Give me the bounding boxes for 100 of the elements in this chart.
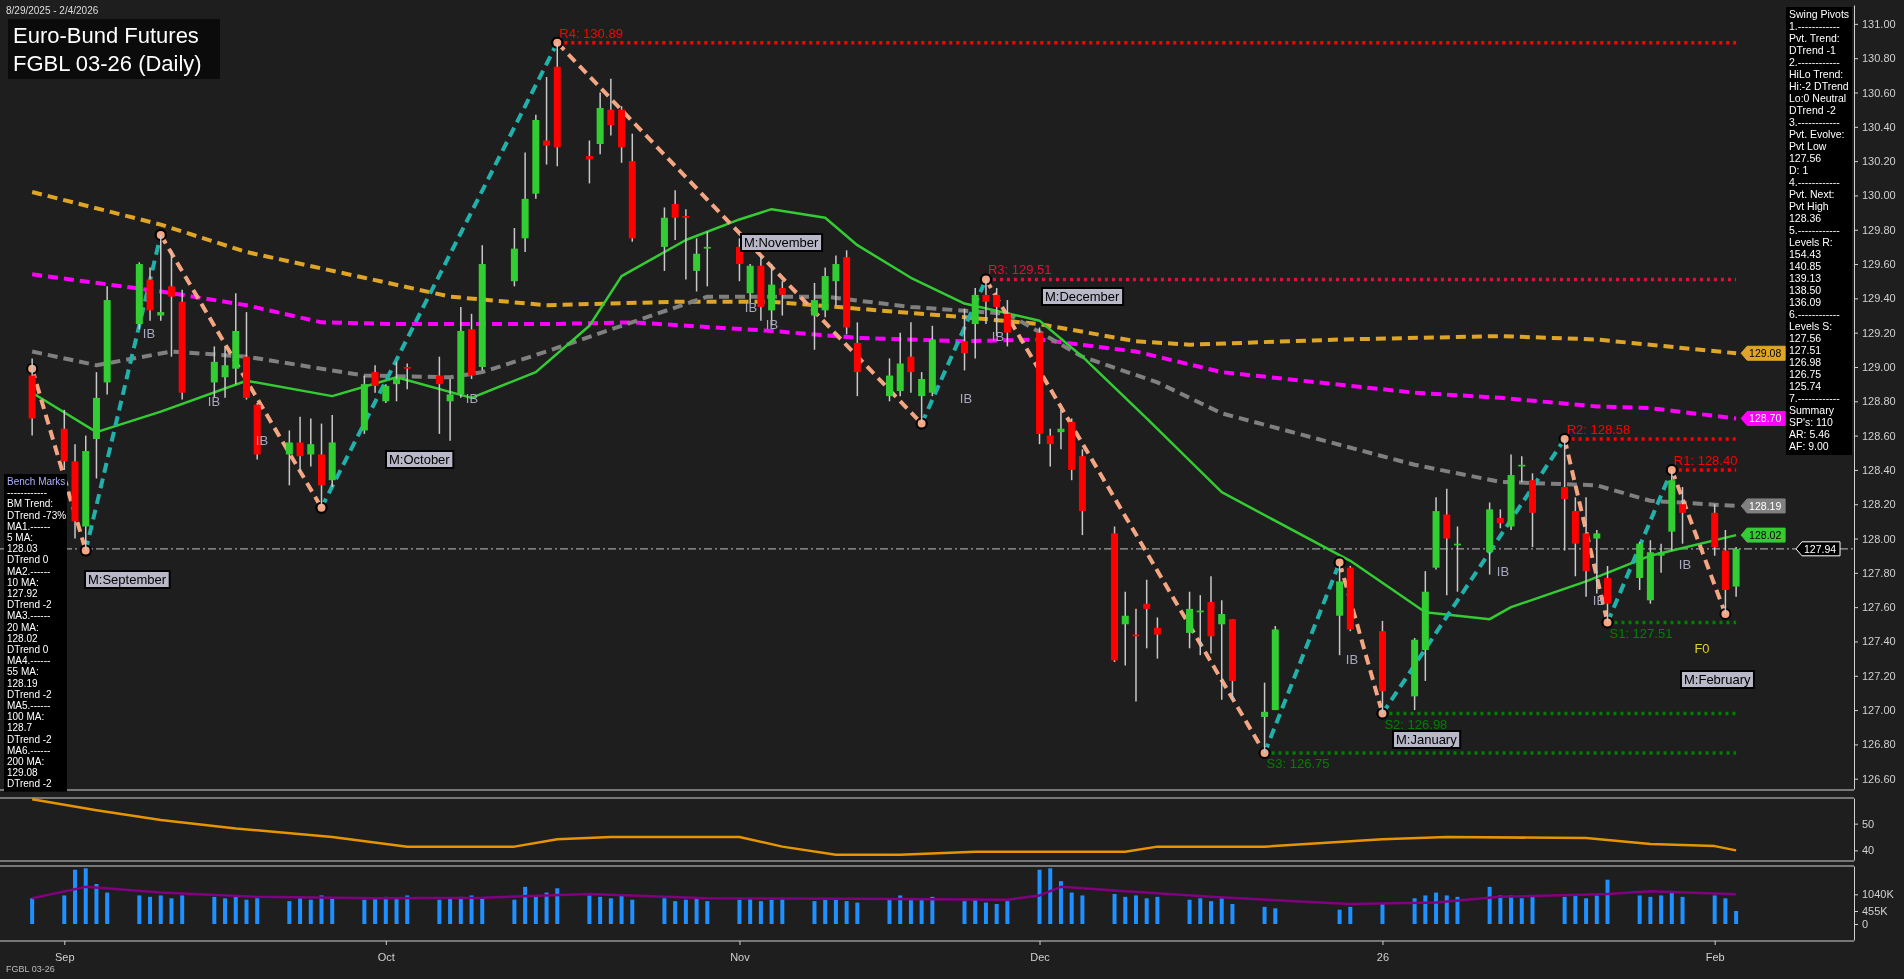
bar bbox=[523, 886, 528, 924]
bar bbox=[212, 896, 217, 924]
bar bbox=[662, 898, 667, 924]
bar bbox=[1423, 895, 1428, 924]
series-label: S3: 126.75 bbox=[1266, 755, 1330, 771]
y-tick-label: 128.60 bbox=[1862, 429, 1896, 442]
candlestick bbox=[296, 415, 304, 473]
candlestick bbox=[1657, 542, 1665, 574]
price-tag: 128.19 bbox=[1740, 498, 1786, 514]
candlestick bbox=[1046, 427, 1054, 468]
bar bbox=[1219, 898, 1224, 924]
bar bbox=[1734, 911, 1739, 924]
candlestick bbox=[1003, 299, 1011, 348]
y-tick-label: 127.80 bbox=[1862, 566, 1896, 579]
bar bbox=[973, 899, 978, 924]
bar bbox=[758, 901, 763, 924]
bar bbox=[1273, 908, 1278, 924]
line-series bbox=[30, 885, 1738, 906]
y-tick-label: 0 bbox=[1862, 918, 1869, 931]
candlestick bbox=[1679, 486, 1687, 545]
y-tick-label: 131.00 bbox=[1862, 17, 1896, 30]
bar bbox=[94, 884, 99, 924]
data-label: 128.70 bbox=[1749, 412, 1782, 425]
bar bbox=[1573, 895, 1578, 924]
bar bbox=[1723, 898, 1728, 924]
candlestick bbox=[885, 357, 893, 403]
bar bbox=[448, 898, 453, 924]
bar bbox=[30, 898, 35, 924]
annotation: IB bbox=[744, 300, 758, 315]
bar bbox=[73, 869, 78, 924]
bar bbox=[1498, 895, 1503, 924]
annotation: IB bbox=[142, 326, 156, 341]
bar bbox=[1648, 896, 1653, 924]
y-tick-label: 127.20 bbox=[1862, 669, 1896, 682]
candlestick bbox=[671, 189, 679, 241]
price-tag: 127.94 bbox=[1795, 541, 1841, 557]
bar bbox=[1155, 896, 1160, 924]
ref-line-label: 127.94 bbox=[1804, 542, 1837, 555]
annotation: M:January bbox=[1396, 732, 1458, 747]
bar bbox=[233, 895, 238, 924]
bar bbox=[1348, 906, 1353, 924]
candlestick bbox=[167, 249, 175, 358]
bar bbox=[148, 896, 153, 924]
y-tick-label: 126.60 bbox=[1862, 772, 1896, 785]
price-tag: 128.02 bbox=[1740, 527, 1786, 543]
line-series bbox=[30, 272, 1739, 421]
bar bbox=[769, 899, 774, 924]
candlestick bbox=[607, 78, 615, 137]
y-tick-label: 128.00 bbox=[1862, 532, 1896, 545]
annotation: M:February bbox=[1684, 672, 1751, 687]
bar bbox=[1133, 895, 1138, 924]
bar bbox=[308, 899, 313, 924]
bar bbox=[619, 895, 624, 924]
line-series bbox=[30, 798, 1738, 856]
bar bbox=[812, 901, 817, 924]
bar bbox=[1487, 886, 1492, 924]
x-tick-label: 26 bbox=[1376, 951, 1390, 964]
bar bbox=[983, 902, 988, 924]
bar bbox=[1112, 894, 1117, 924]
y-tick-label: 129.40 bbox=[1862, 292, 1896, 305]
bar bbox=[1380, 904, 1385, 924]
bar bbox=[383, 896, 388, 924]
bar bbox=[1637, 895, 1642, 924]
bar bbox=[1712, 895, 1717, 924]
y-tick-label: 130.00 bbox=[1862, 189, 1896, 202]
candlestick bbox=[907, 321, 915, 394]
y-tick-label: 127.60 bbox=[1862, 601, 1896, 614]
candlestick bbox=[1153, 616, 1161, 660]
bar bbox=[737, 899, 742, 924]
bar bbox=[330, 898, 335, 924]
annotation: IB bbox=[1345, 652, 1359, 667]
bar bbox=[598, 896, 603, 924]
data-label: 128.02 bbox=[1749, 529, 1782, 542]
candlestick bbox=[435, 355, 443, 435]
bar bbox=[1230, 904, 1235, 924]
y-tick-label: 128.80 bbox=[1862, 395, 1896, 408]
bar bbox=[1605, 879, 1610, 924]
bar bbox=[458, 896, 463, 924]
y-tick-label: 127.40 bbox=[1862, 635, 1896, 648]
annotation: IB bbox=[1678, 557, 1692, 572]
bar bbox=[1519, 898, 1524, 924]
bar bbox=[1005, 901, 1010, 924]
annotation: IB bbox=[765, 317, 779, 332]
y-tick-label: 128.20 bbox=[1862, 498, 1896, 511]
y-tick-label: 130.80 bbox=[1862, 52, 1896, 65]
candlestick bbox=[221, 345, 229, 399]
bar bbox=[1208, 901, 1213, 924]
bar bbox=[1337, 909, 1342, 924]
point bbox=[1719, 608, 1732, 621]
bar bbox=[105, 892, 110, 924]
bar bbox=[962, 901, 967, 924]
y-tick-label: 130.40 bbox=[1862, 120, 1896, 133]
candlestick bbox=[832, 254, 840, 306]
bar bbox=[1412, 898, 1417, 924]
candlestick bbox=[682, 208, 690, 281]
candlestick bbox=[393, 361, 401, 403]
text: FGBL 03-26 (Daily) bbox=[13, 51, 202, 76]
candlestick bbox=[371, 364, 379, 394]
series-label: R1: 128.40 bbox=[1673, 452, 1738, 468]
bar bbox=[469, 895, 474, 924]
